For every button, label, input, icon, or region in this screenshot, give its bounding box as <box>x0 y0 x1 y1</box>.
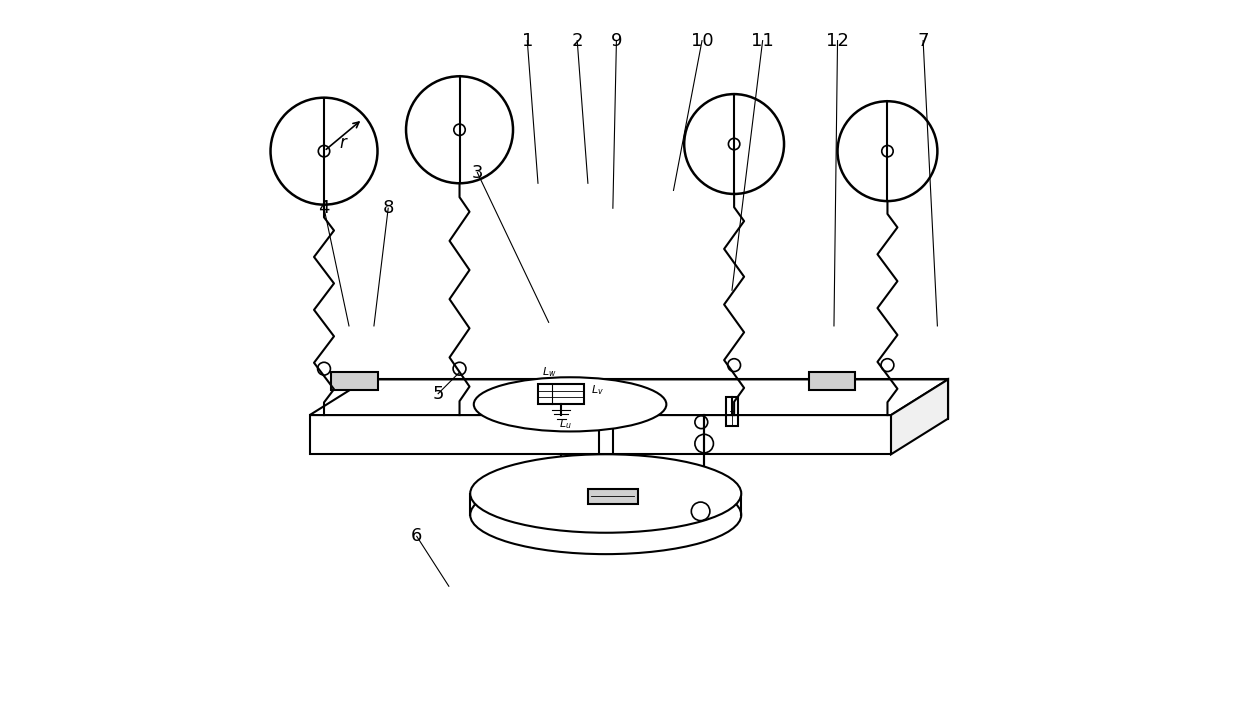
Text: 1: 1 <box>522 32 533 49</box>
Text: 8: 8 <box>382 199 394 217</box>
Text: 9: 9 <box>610 32 622 49</box>
Bar <box>725 397 738 426</box>
Text: $L_v$: $L_v$ <box>591 384 604 397</box>
Bar <box>331 372 377 390</box>
Text: 12: 12 <box>826 32 849 49</box>
Bar <box>588 488 637 504</box>
Ellipse shape <box>470 454 742 533</box>
Text: 10: 10 <box>691 32 713 49</box>
Text: 2: 2 <box>572 32 583 49</box>
Text: 11: 11 <box>751 32 774 49</box>
Text: 7: 7 <box>918 32 929 49</box>
Bar <box>538 384 584 405</box>
Text: $L_u$: $L_u$ <box>559 417 572 431</box>
Ellipse shape <box>474 377 666 432</box>
Text: 6: 6 <box>410 527 423 546</box>
Bar <box>808 372 856 390</box>
Text: 4: 4 <box>319 199 330 217</box>
Text: 3: 3 <box>471 163 484 182</box>
Polygon shape <box>892 379 949 454</box>
Polygon shape <box>310 415 892 454</box>
Text: r: r <box>340 134 346 152</box>
Text: 5: 5 <box>433 384 444 402</box>
Ellipse shape <box>470 475 742 554</box>
Text: $L_w$: $L_w$ <box>542 365 557 379</box>
Polygon shape <box>310 379 949 415</box>
